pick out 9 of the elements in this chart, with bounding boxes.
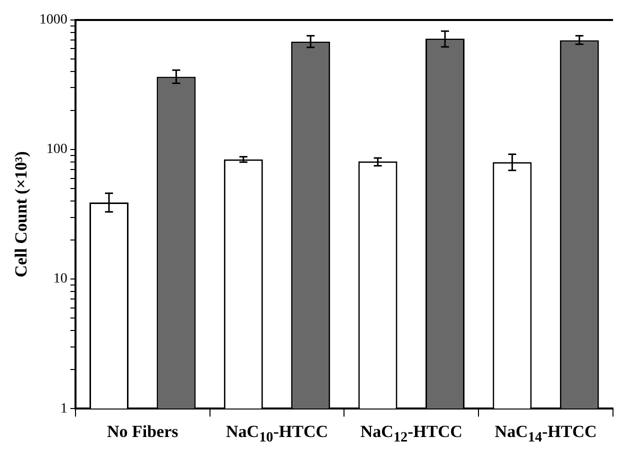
x-tick-label: NaC$_{10}$-HTCC xyxy=(225,422,329,446)
y-tick-label: 100 xyxy=(46,142,68,158)
x-tick-label: NaC$_{14}$-HTCC xyxy=(494,422,598,446)
x-tick-label: No Fibers xyxy=(106,422,180,442)
y-axis-title: Cell Count (×10³) xyxy=(12,151,31,278)
y-tick-label: 1000 xyxy=(39,12,68,28)
y-tick-label: 10 xyxy=(53,272,68,287)
y-tick-label: 1 xyxy=(60,401,68,416)
x-tick-label: NaC$_{12}$-HTCC xyxy=(359,422,464,446)
